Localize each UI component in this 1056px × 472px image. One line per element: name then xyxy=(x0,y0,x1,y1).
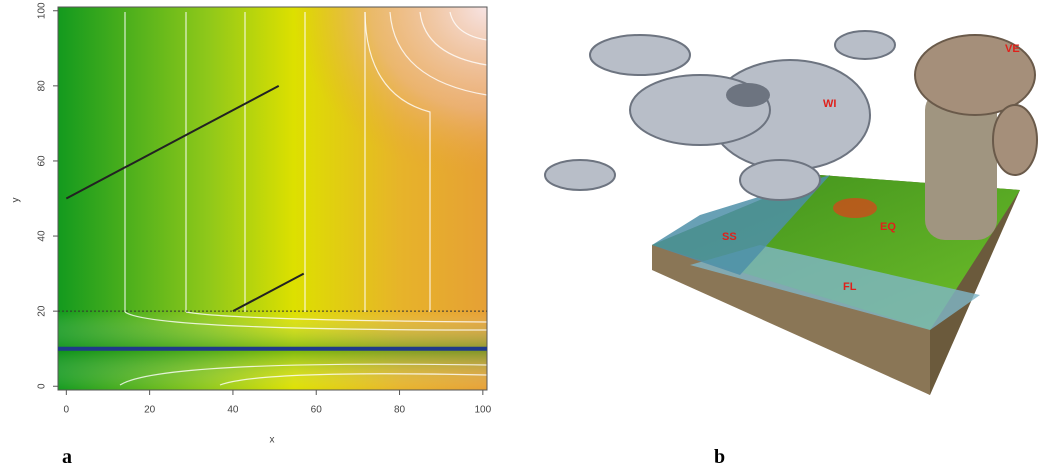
cloud xyxy=(835,31,895,59)
y-tick-label: 80 xyxy=(37,80,48,92)
x-axis-label: x xyxy=(270,435,275,446)
y-tick-label: 20 xyxy=(37,305,48,317)
cloud-eye xyxy=(726,83,770,107)
figure: x y 0 20 40 60 80 100 0 20 40 60 80 100 WI VE EQ FL… xyxy=(0,0,1056,472)
y-tick-label: 0 xyxy=(37,383,48,389)
cloud xyxy=(740,160,820,200)
x-tick-label: 20 xyxy=(144,405,156,416)
y-tick-label: 40 xyxy=(37,230,48,242)
cloud xyxy=(590,35,690,75)
panel-label: b xyxy=(714,446,725,468)
plot-panel: x y 0 20 40 60 80 100 0 20 40 60 80 100 xyxy=(11,2,492,446)
y-tick-label: 100 xyxy=(37,2,48,19)
illustration-label: SS xyxy=(722,231,737,243)
clouds xyxy=(545,31,895,200)
illustration-label: FL xyxy=(843,281,857,293)
y-axis-label: y xyxy=(11,198,22,203)
y-tick-label: 60 xyxy=(37,155,48,167)
illustration-label: EQ xyxy=(880,221,896,233)
panel-label: a xyxy=(62,446,72,468)
illustration-label: VE xyxy=(1005,43,1020,55)
x-tick-label: 0 xyxy=(64,405,70,416)
hotspot xyxy=(833,198,877,218)
illustration: WI VE EQ FL SS xyxy=(545,31,1037,395)
ash-puff xyxy=(993,105,1037,175)
illustration-label: WI xyxy=(823,98,836,110)
cloud xyxy=(545,160,615,190)
x-tick-label: 80 xyxy=(394,405,406,416)
heatmap-lower-band xyxy=(58,312,487,390)
x-tick-label: 60 xyxy=(311,405,323,416)
x-tick-label: 40 xyxy=(227,405,239,416)
x-tick-label: 100 xyxy=(474,405,491,416)
